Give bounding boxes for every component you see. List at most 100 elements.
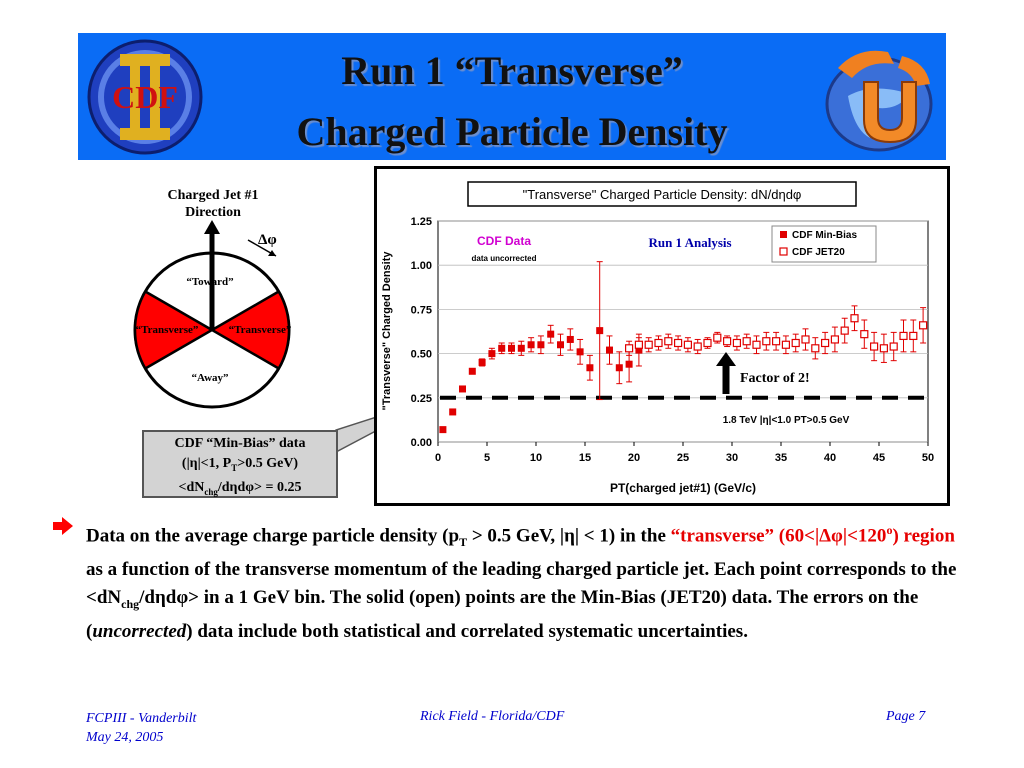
description-paragraph: Data on the average charge particle dens… — [86, 523, 957, 642]
minbias-point — [488, 350, 496, 358]
bullet-arrow-icon — [53, 517, 73, 535]
legend — [771, 225, 877, 263]
page-title-line1: Run 1 “Transverse” — [341, 48, 683, 93]
jet20-point — [870, 342, 879, 351]
x-tick-label: 35 — [775, 452, 787, 464]
header-banner — [78, 33, 946, 160]
factor-label: Factor of 2! — [740, 371, 810, 386]
jet20-point — [879, 344, 888, 353]
legend-minbias: CDF Min-Bias — [792, 230, 857, 241]
transverse-density-chart: "Transverse" Charged Particle Density: d… — [381, 181, 934, 495]
region-diagram — [133, 220, 291, 409]
legend-minbias-marker — [780, 231, 787, 238]
transverse-left-label: “Transverse” — [135, 324, 199, 336]
jet20-point — [713, 333, 722, 342]
transverse-right-region — [209, 289, 291, 371]
jet20-point — [762, 337, 771, 346]
minbias-point — [576, 348, 584, 356]
jet20-point — [732, 338, 741, 348]
uncorrected-label: data uncorrected — [472, 254, 537, 263]
y-axis-label: "Transverse" Charged Density — [381, 251, 393, 411]
minbias-point — [449, 408, 457, 416]
jet20-point — [634, 340, 643, 349]
jet20-point — [821, 338, 830, 348]
transverse-right-label: “Transverse” — [228, 324, 292, 336]
cuts-label: 1.8 TeV |η|<1.0 PT>0.5 GeV — [723, 415, 850, 426]
jet20-point — [889, 342, 898, 351]
jet20-point — [830, 335, 839, 344]
minbias-point — [459, 385, 466, 393]
jet20-point — [801, 335, 810, 344]
x-tick-label: 50 — [922, 452, 934, 464]
jet20-point — [899, 331, 908, 341]
minbias-point — [547, 330, 555, 338]
footer-center: Rick Field - Florida/CDF — [420, 709, 565, 724]
svg-text:CDF: CDF — [112, 79, 178, 115]
jet20-point — [664, 337, 673, 346]
minbias-point — [478, 358, 486, 366]
jet20-point — [625, 344, 634, 353]
jet20-point — [693, 342, 702, 351]
minbias-point — [625, 360, 633, 368]
jet20-point — [781, 340, 790, 349]
jet20-point — [683, 340, 692, 349]
y-tick-label: 1.00 — [411, 260, 432, 272]
jet20-point — [860, 330, 869, 339]
jet20-point — [723, 337, 732, 346]
page-title-line2: Charged Particle Density — [296, 109, 728, 154]
toward-label: “Toward” — [186, 276, 234, 288]
jet20-point — [791, 338, 800, 348]
jet20-point — [918, 321, 928, 330]
minbias-point — [596, 327, 604, 335]
jet-direction-label: Charged Jet #1 Direction — [167, 188, 259, 220]
run1-label: Run 1 Analysis — [648, 235, 731, 250]
minbias-point — [498, 344, 506, 352]
x-tick-label: 15 — [579, 452, 591, 464]
jet20-point — [772, 337, 781, 346]
minbias-point — [468, 367, 476, 375]
y-tick-label: 0.00 — [411, 437, 432, 449]
cdf-data-label: CDF Data — [477, 234, 531, 248]
x-tick-label: 40 — [824, 452, 836, 464]
chart-title: "Transverse" Charged Particle Density: d… — [523, 187, 802, 202]
x-tick-label: 25 — [677, 452, 689, 464]
minbias-point — [439, 426, 447, 434]
uf-logo-icon — [825, 50, 933, 152]
footer-left: FCPIII - Vanderbilt May 24, 2005 — [86, 711, 197, 745]
jet20-point — [909, 331, 918, 341]
minbias-callout: CDF “Min-Bias” data (|η|<1, PT>0.5 GeV) … — [142, 430, 338, 498]
away-label: “Away” — [191, 372, 229, 384]
jet20-point — [840, 326, 849, 335]
x-tick-label: 0 — [435, 452, 441, 464]
jet20-point — [644, 340, 653, 349]
x-tick-label: 45 — [873, 452, 885, 464]
x-axis-label: PT(charged jet#1) (GeV/c) — [610, 481, 756, 495]
jet20-point — [850, 314, 859, 323]
minbias-point — [566, 335, 574, 343]
cdf-logo-icon: CDF — [87, 39, 203, 155]
jet20-point — [654, 338, 663, 348]
dphi-label: Δφ — [258, 232, 277, 248]
minbias-point — [615, 364, 623, 372]
legend-jet20: CDF JET20 — [792, 247, 845, 258]
minbias-point — [527, 341, 535, 349]
jet20-point — [742, 337, 751, 346]
x-tick-label: 10 — [530, 452, 542, 464]
minbias-point — [517, 344, 525, 352]
minbias-point — [606, 346, 613, 354]
minbias-point — [508, 344, 515, 352]
minbias-point — [537, 341, 545, 349]
jet20-point — [752, 340, 761, 349]
y-tick-label: 0.75 — [411, 304, 432, 316]
y-tick-label: 0.25 — [411, 393, 432, 405]
legend-jet20-marker — [779, 247, 788, 256]
x-tick-label: 5 — [484, 452, 490, 464]
y-tick-label: 0.50 — [411, 349, 432, 361]
transverse-left-region — [133, 289, 215, 371]
jet20-point — [703, 338, 712, 348]
x-tick-label: 20 — [628, 452, 640, 464]
jet20-point — [674, 338, 683, 348]
y-tick-label: 1.25 — [411, 216, 432, 228]
x-tick-label: 30 — [726, 452, 738, 464]
minbias-point — [586, 364, 594, 372]
